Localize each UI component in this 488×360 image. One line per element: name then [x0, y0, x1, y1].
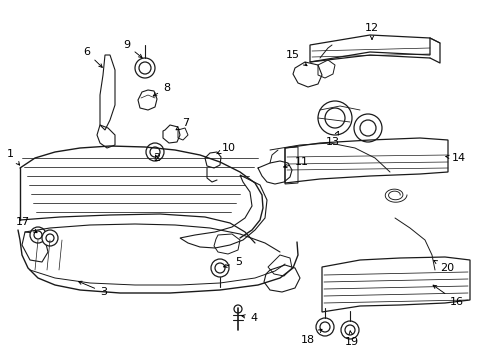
- Text: 13: 13: [325, 131, 339, 147]
- Text: 1: 1: [7, 149, 20, 165]
- Circle shape: [340, 321, 358, 339]
- Text: 14: 14: [445, 153, 465, 163]
- Text: 2: 2: [153, 153, 160, 163]
- Text: 5: 5: [223, 257, 242, 267]
- Text: 9: 9: [122, 40, 142, 58]
- Text: 17: 17: [16, 217, 37, 233]
- Text: 18: 18: [300, 329, 321, 345]
- Circle shape: [146, 143, 163, 161]
- Circle shape: [353, 114, 381, 142]
- Text: 6: 6: [83, 47, 102, 67]
- Text: 16: 16: [432, 285, 463, 307]
- Circle shape: [30, 227, 46, 243]
- Text: 10: 10: [216, 143, 236, 154]
- Text: 3: 3: [79, 281, 107, 297]
- Text: 15: 15: [285, 50, 306, 66]
- Circle shape: [42, 230, 58, 246]
- Text: 4: 4: [241, 313, 257, 323]
- Circle shape: [135, 58, 155, 78]
- Text: 7: 7: [176, 118, 189, 130]
- Text: 12: 12: [364, 23, 378, 39]
- Circle shape: [210, 259, 228, 277]
- Circle shape: [317, 101, 351, 135]
- Text: 8: 8: [153, 83, 170, 96]
- Text: 11: 11: [283, 157, 308, 168]
- Text: 20: 20: [433, 261, 453, 273]
- Circle shape: [315, 318, 333, 336]
- Text: 19: 19: [344, 331, 358, 347]
- Circle shape: [234, 305, 242, 313]
